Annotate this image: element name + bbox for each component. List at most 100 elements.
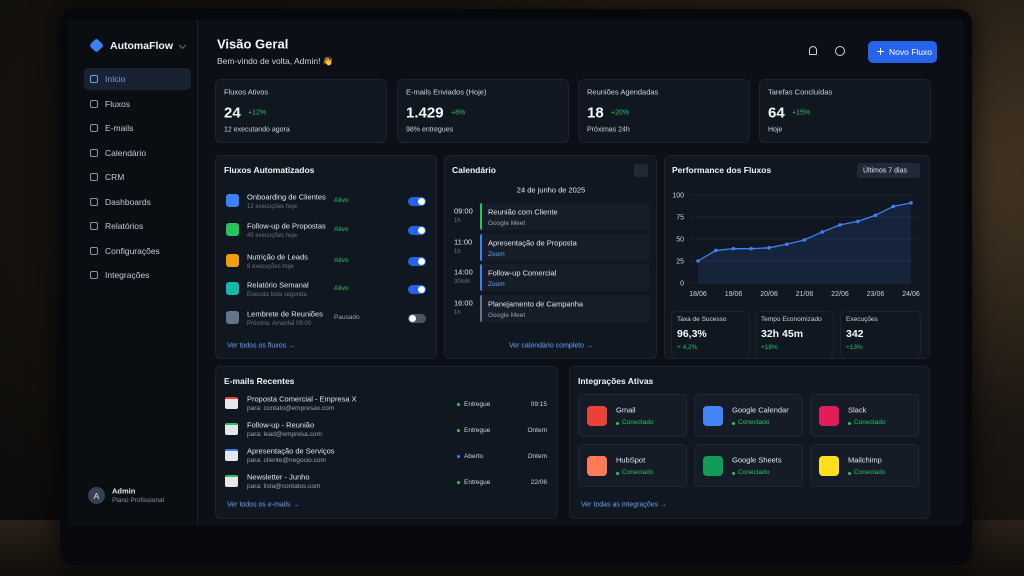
nav-icon bbox=[90, 246, 98, 255]
panel-title: Integrações Ativas bbox=[578, 375, 654, 386]
new-flow-button[interactable] bbox=[868, 41, 937, 63]
email-status: Entregue bbox=[464, 426, 491, 434]
stat-change: +20% bbox=[611, 109, 630, 117]
bell-icon[interactable] bbox=[809, 46, 817, 55]
nav-icon bbox=[90, 75, 98, 83]
metric-label: Taxa de Sucesso bbox=[677, 315, 727, 323]
email-time: Ontem bbox=[527, 426, 547, 434]
integration-name: Google Sheets bbox=[732, 455, 782, 465]
integration-name: Google Calendar bbox=[732, 405, 789, 415]
flow-icon bbox=[226, 254, 239, 267]
flow-name: Onboarding de Clientes bbox=[247, 192, 326, 202]
email-icon bbox=[225, 475, 238, 487]
event-title: Follow-up Comercial bbox=[488, 268, 557, 278]
calendar-link[interactable]: Ver calendário completo → bbox=[508, 342, 594, 350]
toggle-knob bbox=[418, 227, 425, 234]
integrations-panel bbox=[569, 366, 930, 519]
email-icon bbox=[225, 397, 238, 409]
nav-item[interactable]: Calendário bbox=[105, 147, 147, 158]
stat-card bbox=[215, 79, 387, 143]
event-duration: 1h bbox=[454, 249, 461, 255]
user-plan: Plano Profissional bbox=[112, 496, 165, 504]
event-title: Reunião com Cliente bbox=[488, 207, 558, 217]
event-duration: 1h bbox=[454, 310, 461, 316]
email-time: 09:15 bbox=[530, 400, 547, 408]
event-time: 14:00 bbox=[454, 267, 473, 277]
stat-note: Hoje bbox=[768, 126, 783, 134]
flow-toggle[interactable] bbox=[408, 314, 426, 323]
status-dot bbox=[848, 471, 851, 475]
metric-value: 32h 45m bbox=[761, 327, 804, 340]
status-dot bbox=[457, 429, 460, 432]
flow-detail: 12 execuções hoje bbox=[247, 204, 298, 210]
integrations-link[interactable]: Ver todas as integrações → bbox=[581, 501, 667, 509]
avatar-initial: A bbox=[93, 490, 100, 501]
event-duration: 1h bbox=[454, 218, 461, 224]
range-label[interactable]: Últimos 7 dias bbox=[863, 167, 907, 175]
flow-toggle[interactable] bbox=[408, 285, 426, 294]
flow-detail: 8 execuções hoje bbox=[247, 264, 294, 270]
avatar bbox=[88, 487, 105, 504]
page-subtitle: Bem-vindo de volta, Admin! 👋 bbox=[217, 55, 334, 66]
nav-item[interactable]: Fluxos bbox=[105, 98, 131, 109]
email-to: para: contato@empresax.com bbox=[247, 404, 335, 412]
event-title: Planejamento de Campanha bbox=[488, 299, 584, 309]
status-dot bbox=[616, 471, 619, 475]
flow-toggle[interactable] bbox=[408, 226, 426, 235]
integration-icon bbox=[703, 456, 723, 476]
stat-value: 24 bbox=[224, 104, 241, 122]
toggle-knob bbox=[418, 198, 425, 205]
flow-name: Nutrição de Leads bbox=[247, 252, 308, 262]
emails-panel bbox=[215, 366, 558, 519]
email-subject: Newsletter - Junho bbox=[247, 472, 310, 482]
calendar-button[interactable] bbox=[634, 164, 648, 177]
email-icon bbox=[225, 423, 238, 435]
stat-note: 12 executando agora bbox=[224, 126, 290, 134]
event-place: Google Meet bbox=[488, 219, 526, 227]
integration-icon bbox=[703, 406, 723, 426]
flow-name: Lembrete de Reuniões bbox=[247, 309, 323, 319]
brand-name: AutomaFlow bbox=[110, 39, 173, 52]
sidebar bbox=[68, 20, 198, 526]
help-icon[interactable] bbox=[835, 46, 845, 56]
nav-item[interactable]: Início bbox=[105, 73, 126, 84]
integration-status: Conectado bbox=[622, 418, 654, 426]
nav-item[interactable]: Integrações bbox=[105, 269, 150, 280]
metric-value: 342 bbox=[846, 327, 864, 340]
integration-name: Slack bbox=[848, 405, 867, 415]
integration-status: Conectado bbox=[854, 418, 886, 426]
stat-note: 98% entregues bbox=[406, 126, 454, 134]
flow-icon bbox=[226, 282, 239, 295]
email-subject: Apresentação de Serviços bbox=[247, 446, 335, 456]
nav-icon bbox=[90, 124, 98, 132]
nav-item[interactable]: Configurações bbox=[105, 245, 160, 256]
nav-item[interactable]: Relatórios bbox=[105, 220, 144, 231]
stat-value: 64 bbox=[768, 104, 785, 122]
metric-label: Execuções bbox=[846, 315, 878, 323]
integration-card[interactable] bbox=[810, 394, 919, 437]
metric-card bbox=[755, 311, 834, 359]
nav-item[interactable]: Dashboards bbox=[105, 196, 151, 207]
metric-value: 96,3% bbox=[677, 327, 707, 340]
flows-link[interactable]: Ver todos os fluxos → bbox=[227, 342, 296, 350]
event-duration: 30min bbox=[454, 279, 471, 285]
calendar-date: 24 de junho de 2025 bbox=[516, 185, 586, 195]
nav-item[interactable]: CRM bbox=[105, 171, 125, 182]
event-title: Apresentação de Proposta bbox=[488, 238, 577, 248]
stat-value: 1.429 bbox=[406, 104, 444, 122]
nav-item[interactable]: E-mails bbox=[105, 122, 134, 133]
flow-toggle[interactable] bbox=[408, 197, 426, 206]
stat-change: +15% bbox=[792, 109, 811, 117]
button-plus[interactable]: Novo Fluxo bbox=[889, 46, 932, 57]
event-card bbox=[480, 264, 650, 291]
email-time: Ontem bbox=[527, 452, 547, 460]
range-select[interactable] bbox=[857, 163, 920, 178]
panel-title: Performance dos Fluxos bbox=[672, 164, 772, 175]
flow-status: Pausado bbox=[334, 313, 360, 321]
integration-status: Conectado bbox=[738, 468, 770, 476]
toggle-knob bbox=[409, 315, 416, 322]
emails-link[interactable]: Ver todos os e-mails → bbox=[227, 501, 300, 509]
stat-change: +8% bbox=[451, 109, 466, 117]
status-dot bbox=[732, 471, 735, 475]
flow-toggle[interactable] bbox=[408, 257, 426, 266]
